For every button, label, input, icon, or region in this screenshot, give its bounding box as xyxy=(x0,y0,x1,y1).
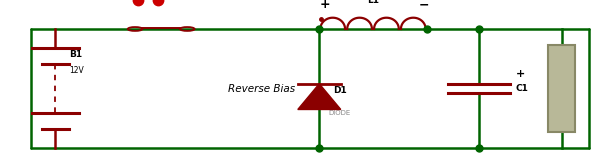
Text: B1: B1 xyxy=(69,50,82,59)
Text: L1: L1 xyxy=(367,0,379,5)
Text: LOAD: LOAD xyxy=(558,77,566,100)
Text: C1: C1 xyxy=(516,84,529,93)
Text: DIODE: DIODE xyxy=(328,110,351,116)
Polygon shape xyxy=(298,84,341,109)
Text: D1: D1 xyxy=(333,86,346,95)
Bar xyxy=(548,45,575,132)
Text: −: − xyxy=(418,0,429,11)
Text: +: + xyxy=(516,69,525,79)
Text: +: + xyxy=(320,0,331,11)
Text: Reverse Bias: Reverse Bias xyxy=(228,84,295,94)
Text: 12V: 12V xyxy=(69,66,84,75)
